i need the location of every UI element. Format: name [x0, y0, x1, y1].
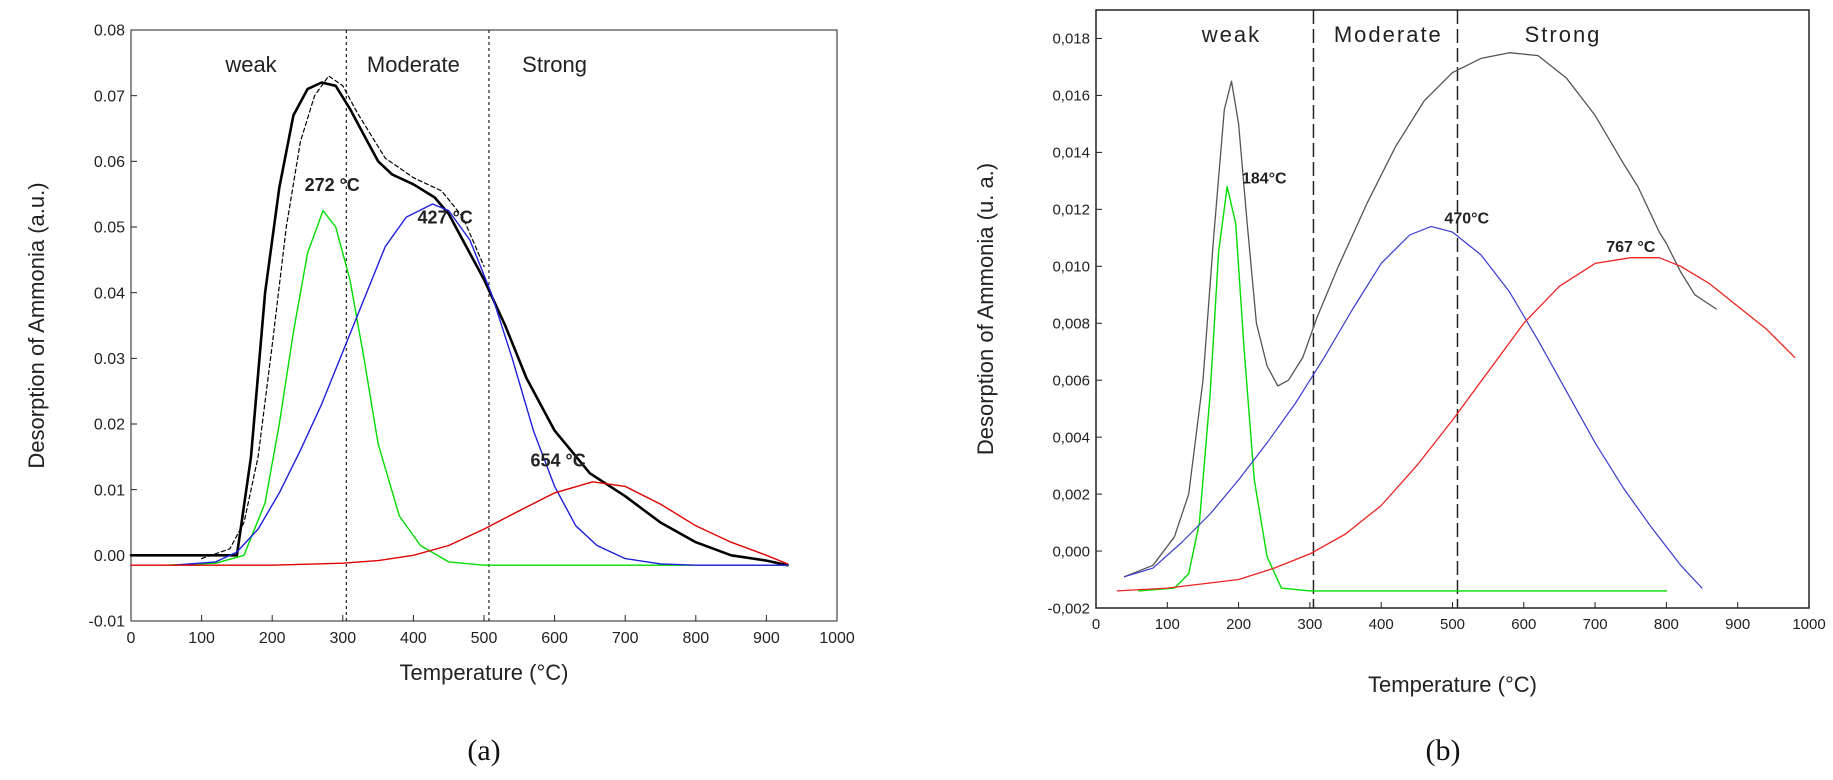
x-tick-label: 400: [400, 630, 427, 647]
x-tick-label: 800: [1654, 616, 1679, 633]
series-line: [165, 209, 789, 566]
region-label: Strong: [522, 52, 587, 77]
x-tick-label: 900: [1725, 616, 1750, 633]
x-tick-label: 700: [1583, 616, 1608, 633]
peak-label: 184°C: [1242, 171, 1287, 188]
peak-label: 470°C: [1444, 211, 1489, 228]
x-tick-label: 100: [1155, 616, 1180, 633]
x-tick-label: 300: [1297, 616, 1322, 633]
y-tick-label: 0,010: [1052, 259, 1090, 276]
x-tick-label: 1000: [819, 630, 855, 647]
x-tick-label: 0: [127, 630, 136, 647]
region-label: Moderate: [367, 52, 460, 77]
series-line: [1123, 52, 1717, 578]
x-axis-title: Temperature (°C): [400, 660, 569, 685]
series-line: [130, 481, 789, 566]
x-tick-label: 700: [612, 630, 639, 647]
x-tick-label: 200: [1226, 616, 1251, 633]
region-label: Moderate: [1334, 22, 1443, 47]
y-tick-label: 0.07: [94, 88, 125, 105]
x-tick-label: 400: [1369, 616, 1394, 633]
y-tick-label: 0,006: [1052, 372, 1090, 389]
y-tick-label: -0.01: [89, 614, 126, 631]
y-tick-label: 0,000: [1052, 543, 1090, 560]
panel-b-chart: 0 100 200 300 400 500 600 700 800 900 1000 -0,002 0,…: [973, 9, 1826, 767]
series-line: [1123, 225, 1703, 589]
peak-label: 767 °C: [1606, 239, 1656, 256]
series-line: [201, 75, 485, 560]
y-tick-label: 0,018: [1052, 31, 1090, 48]
x-tick-label: 800: [682, 630, 709, 647]
x-tick-label: 600: [1511, 616, 1536, 633]
x-axis-title: Temperature (°C): [1368, 672, 1537, 697]
y-tick-label: 0.01: [94, 482, 125, 499]
y-axis-title: Desorption of Ammonia (a.u.): [24, 182, 49, 468]
y-tick-label: 0.00: [94, 548, 125, 565]
panel-label: (b): [1426, 734, 1461, 767]
x-tick-label: 500: [1440, 616, 1465, 633]
y-tick-label: 0.05: [94, 220, 125, 237]
plot-frame: [1095, 9, 1810, 609]
region-label: weak: [1201, 22, 1261, 47]
peak-label: 654 °C: [531, 451, 586, 471]
y-tick-label: 0.04: [94, 285, 125, 302]
panel-a-chart: 0 100 200 300 400 500 600 700 800 900 1000 -0.01 0.0…: [24, 23, 855, 767]
series-line: [1138, 185, 1668, 592]
peak-label: 272 °C: [305, 175, 360, 195]
y-tick-label: 0,008: [1052, 315, 1090, 332]
plot-frame: [130, 29, 838, 622]
series-line: [172, 203, 789, 566]
x-tick-label: 1000: [1792, 616, 1825, 633]
peak-label: 427 °C: [418, 208, 473, 228]
y-tick-label: 0.08: [94, 23, 125, 40]
series-line: [1116, 257, 1796, 592]
y-tick-label: 0,002: [1052, 486, 1090, 503]
y-axis-title: Desorption of Ammonia (u. a.): [973, 163, 998, 455]
region-label: weak: [224, 52, 277, 77]
y-tick-label: 0.06: [94, 154, 125, 171]
y-tick-label: 0.02: [94, 417, 125, 434]
x-tick-label: 600: [541, 630, 568, 647]
x-tick-label: 100: [188, 630, 215, 647]
x-tick-label: 900: [753, 630, 780, 647]
x-tick-label: 300: [329, 630, 356, 647]
y-tick-label: 0.03: [94, 351, 125, 368]
y-tick-label: 0,004: [1052, 429, 1090, 446]
y-tick-label: -0,002: [1047, 600, 1090, 617]
y-tick-label: 0,012: [1052, 202, 1090, 219]
y-tick-label: 0,014: [1052, 145, 1090, 162]
x-tick-label: 0: [1092, 616, 1100, 633]
y-tick-label: 0,016: [1052, 88, 1090, 105]
x-tick-label: 200: [259, 630, 286, 647]
panel-label: (a): [467, 734, 500, 767]
x-tick-label: 500: [471, 630, 498, 647]
series-line: [129, 81, 789, 567]
region-label: Strong: [1525, 22, 1602, 47]
